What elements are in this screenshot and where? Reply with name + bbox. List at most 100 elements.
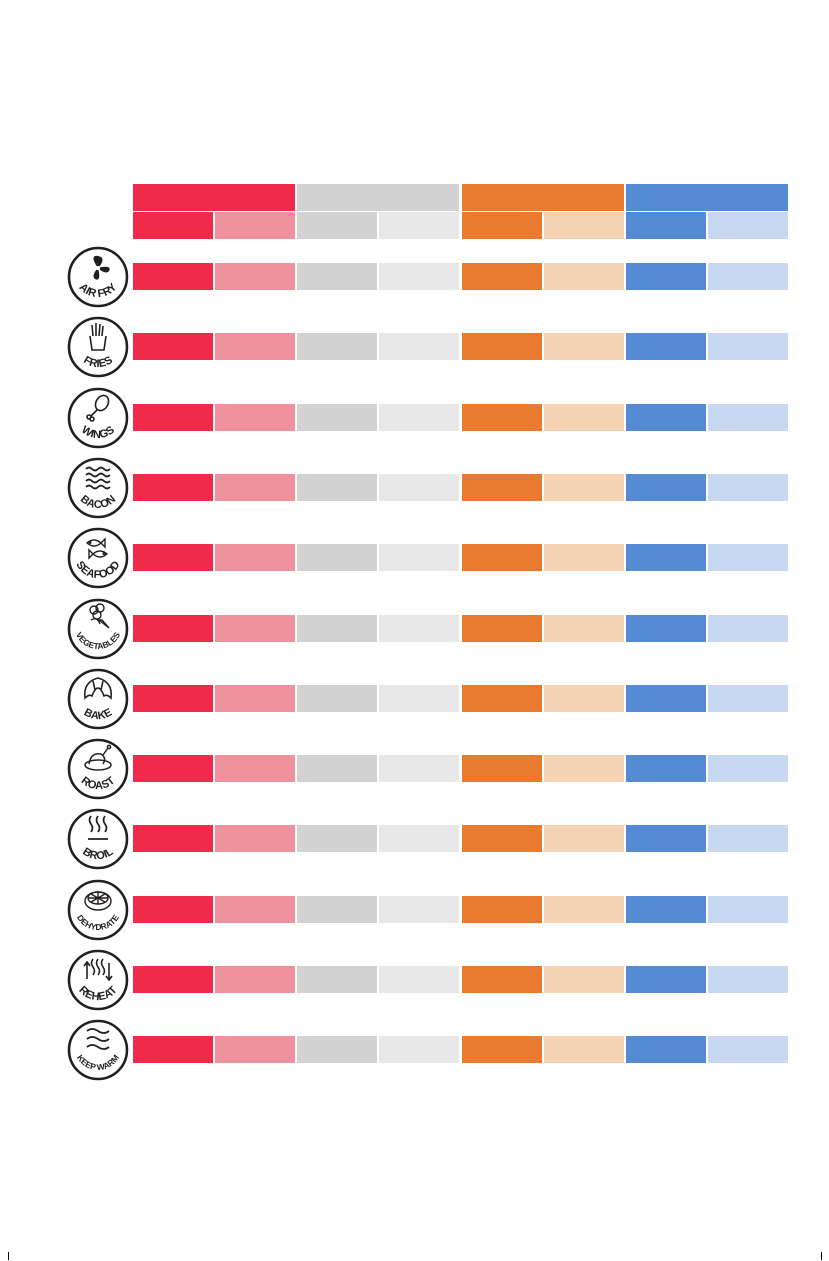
row-9-cell-8 bbox=[708, 825, 788, 852]
sub-header-3-2 bbox=[544, 212, 624, 239]
function-label: FRIES bbox=[81, 354, 114, 370]
group-header-2 bbox=[297, 184, 459, 211]
fries-icon bbox=[89, 323, 107, 351]
row-10-cell-6 bbox=[544, 896, 624, 923]
function-label: BACON bbox=[78, 493, 118, 511]
row-7-cell-1 bbox=[133, 685, 213, 712]
row-2-cell-2 bbox=[215, 333, 295, 360]
sub-header-2-2 bbox=[379, 212, 459, 239]
row-9-cell-4 bbox=[379, 825, 459, 852]
row-7-cell-2 bbox=[215, 685, 295, 712]
row-6-cell-3 bbox=[297, 615, 377, 642]
row-11-cell-2 bbox=[215, 966, 295, 993]
row-4-cell-6 bbox=[544, 474, 624, 501]
function-label: WINGS bbox=[79, 424, 117, 441]
row-8-cell-7 bbox=[626, 755, 706, 782]
function-icon-row-6: VEGETABLES bbox=[67, 598, 129, 660]
vegetables-icon bbox=[89, 603, 110, 629]
row-4-cell-5 bbox=[462, 474, 542, 501]
row-9-cell-6 bbox=[544, 825, 624, 852]
row-11-cell-8 bbox=[708, 966, 788, 993]
bacon-icon bbox=[85, 466, 111, 490]
row-7-cell-8 bbox=[708, 685, 788, 712]
row-11-cell-1 bbox=[133, 966, 213, 993]
row-12-cell-2 bbox=[215, 1036, 295, 1063]
sub-header-1-1 bbox=[133, 212, 213, 239]
row-2-cell-8 bbox=[708, 333, 788, 360]
row-9-cell-2 bbox=[215, 825, 295, 852]
group-header-4 bbox=[626, 184, 788, 211]
row-5-cell-2 bbox=[215, 544, 295, 571]
heat-waves-icon bbox=[88, 815, 108, 840]
row-6-cell-5 bbox=[462, 615, 542, 642]
row-6-cell-8 bbox=[708, 615, 788, 642]
group-header-3 bbox=[462, 184, 624, 211]
function-icon-row-4: BACON bbox=[67, 457, 129, 519]
row-9-cell-5 bbox=[462, 825, 542, 852]
row-10-cell-4 bbox=[379, 896, 459, 923]
sub-header-2-1 bbox=[297, 212, 377, 239]
row-8-cell-8 bbox=[708, 755, 788, 782]
sub-header-4-2 bbox=[708, 212, 788, 239]
warm-waves-icon bbox=[86, 1028, 110, 1050]
function-label: BROIL bbox=[81, 846, 116, 863]
row-10-cell-8 bbox=[708, 896, 788, 923]
row-5-cell-6 bbox=[544, 544, 624, 571]
row-7-cell-7 bbox=[626, 685, 706, 712]
function-label: KEEP WARM bbox=[75, 1053, 121, 1073]
row-3-cell-2 bbox=[215, 404, 295, 431]
row-8-cell-5 bbox=[462, 755, 542, 782]
citrus-slice-icon bbox=[84, 891, 112, 911]
row-10-cell-7 bbox=[626, 896, 706, 923]
row-3-cell-5 bbox=[462, 404, 542, 431]
function-icon-row-7: BAKE bbox=[67, 668, 129, 730]
row-3-cell-1 bbox=[133, 404, 213, 431]
row-11-cell-7 bbox=[626, 966, 706, 993]
row-2-cell-3 bbox=[297, 333, 377, 360]
row-5-cell-5 bbox=[462, 544, 542, 571]
row-6-cell-6 bbox=[544, 615, 624, 642]
row-3-cell-6 bbox=[544, 404, 624, 431]
row-1-cell-1 bbox=[133, 263, 213, 290]
row-5-cell-7 bbox=[626, 544, 706, 571]
row-10-cell-1 bbox=[133, 896, 213, 923]
row-9-cell-3 bbox=[297, 825, 377, 852]
row-1-cell-7 bbox=[626, 263, 706, 290]
row-6-cell-2 bbox=[215, 615, 295, 642]
function-label: AIR FRY bbox=[77, 281, 120, 300]
row-1-cell-6 bbox=[544, 263, 624, 290]
row-5-cell-1 bbox=[133, 544, 213, 571]
function-label: REHEAT bbox=[76, 984, 119, 1003]
function-icon-row-8: ROAST bbox=[67, 738, 129, 800]
row-6-cell-1 bbox=[133, 615, 213, 642]
row-2-cell-5 bbox=[462, 333, 542, 360]
row-3-cell-8 bbox=[708, 404, 788, 431]
row-7-cell-4 bbox=[379, 685, 459, 712]
row-1-cell-2 bbox=[215, 263, 295, 290]
row-4-cell-7 bbox=[626, 474, 706, 501]
row-8-cell-6 bbox=[544, 755, 624, 782]
row-6-cell-4 bbox=[379, 615, 459, 642]
row-11-cell-5 bbox=[462, 966, 542, 993]
row-12-cell-4 bbox=[379, 1036, 459, 1063]
roast-chicken-icon bbox=[84, 744, 112, 771]
row-10-cell-5 bbox=[462, 896, 542, 923]
row-7-cell-6 bbox=[544, 685, 624, 712]
row-3-cell-4 bbox=[379, 404, 459, 431]
row-12-cell-3 bbox=[297, 1036, 377, 1063]
row-3-cell-7 bbox=[626, 404, 706, 431]
row-4-cell-3 bbox=[297, 474, 377, 501]
row-12-cell-1 bbox=[133, 1036, 213, 1063]
function-label: SEAFOOD bbox=[73, 559, 122, 581]
function-icon-row-5: SEAFOOD bbox=[67, 527, 129, 589]
function-icon-row-1: AIR FRY bbox=[67, 246, 129, 308]
reheat-arrows-icon bbox=[83, 958, 113, 982]
row-5-cell-4 bbox=[379, 544, 459, 571]
function-icon-row-2: FRIES bbox=[67, 316, 129, 378]
row-8-cell-1 bbox=[133, 755, 213, 782]
drumstick-icon bbox=[86, 394, 110, 422]
function-icon-row-12: KEEP WARM bbox=[67, 1019, 129, 1081]
row-1-cell-8 bbox=[708, 263, 788, 290]
row-5-cell-3 bbox=[297, 544, 377, 571]
row-12-cell-8 bbox=[708, 1036, 788, 1063]
